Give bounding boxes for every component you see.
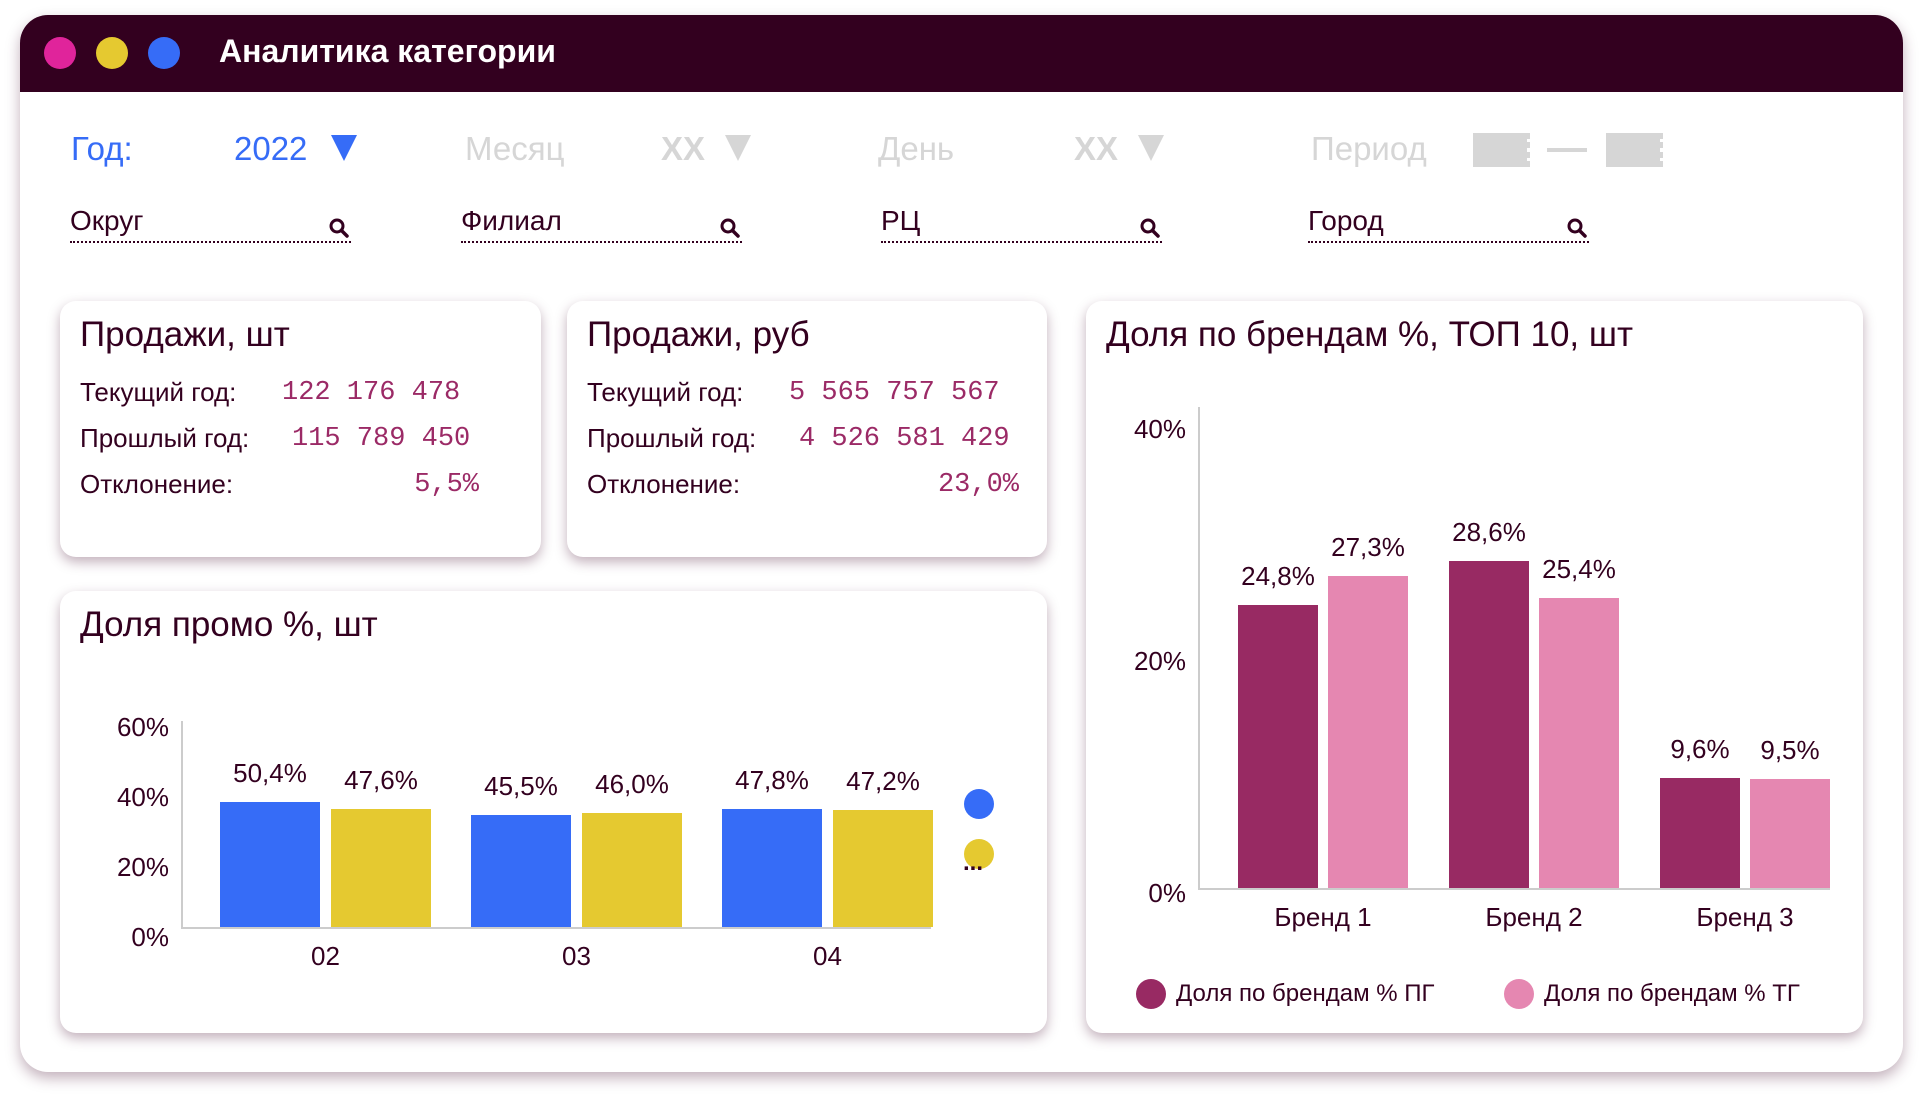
search-icon[interactable] bbox=[720, 213, 740, 238]
bar-Бренд 1-1[interactable] bbox=[1328, 576, 1408, 888]
sales-units-card: Продажи, шт Текущий год: 122 176 478 Про… bbox=[60, 301, 541, 557]
previous-year-label: Прошлый год: bbox=[587, 423, 757, 453]
previous-year-label: Прошлый год: bbox=[80, 423, 250, 453]
bar-04-0[interactable] bbox=[722, 808, 822, 927]
legend-dot-0-icon[interactable] bbox=[964, 789, 994, 819]
window-title: Аналитика категории bbox=[219, 33, 556, 69]
bar-02-0[interactable] bbox=[220, 802, 320, 927]
year-dropdown-icon[interactable] bbox=[331, 135, 357, 161]
bar-Бренд 1-0[interactable] bbox=[1238, 604, 1318, 888]
data-label: 9,5% bbox=[1760, 735, 1820, 766]
period-label: Период bbox=[1311, 130, 1427, 167]
month-dropdown-icon[interactable] bbox=[725, 135, 751, 161]
month-select[interactable]: XX bbox=[661, 130, 706, 167]
period-start-calendar-icon[interactable] bbox=[1473, 133, 1530, 167]
data-label: 47,2% bbox=[846, 766, 920, 797]
app-window: Аналитика категории Год: 2022 Месяц XX Д… bbox=[20, 15, 1903, 1072]
current-year-value: 5 565 757 567 bbox=[789, 378, 1000, 408]
search-input-0[interactable]: Округ bbox=[70, 205, 351, 243]
previous-year-value: 4 526 581 429 bbox=[799, 424, 1010, 454]
legend-dot-1-icon[interactable] bbox=[964, 839, 994, 869]
deviation-label: Отклонение: bbox=[587, 469, 741, 499]
y-tick-label: 40% bbox=[116, 782, 169, 812]
search-icon[interactable] bbox=[1567, 213, 1587, 238]
year-label: Год: bbox=[71, 130, 133, 167]
search-input-3[interactable]: Город bbox=[1308, 205, 1589, 243]
data-label: 25,4% bbox=[1542, 553, 1616, 584]
deviation-value: 23,0% bbox=[937, 470, 1019, 500]
minimize-dot-icon[interactable] bbox=[96, 37, 128, 69]
search-placeholder: Город bbox=[1308, 205, 1384, 236]
bar-Бренд 3-0[interactable] bbox=[1660, 778, 1740, 888]
day-label: День bbox=[878, 130, 955, 167]
sales-rub-card: Продажи, руб Текущий год: 5 565 757 567 … bbox=[567, 301, 1047, 557]
legend-dot-0-icon bbox=[1136, 979, 1166, 1009]
bar-Бренд 3-1[interactable] bbox=[1750, 779, 1830, 888]
search-icon[interactable] bbox=[329, 213, 349, 238]
y-tick-label: 60% bbox=[116, 712, 169, 742]
period-separator bbox=[1547, 148, 1587, 152]
y-tick-label: 0% bbox=[1148, 878, 1186, 908]
previous-year-value: 115 789 450 bbox=[292, 424, 471, 454]
current-year-label: Текущий год: bbox=[80, 377, 237, 407]
data-label: 47,6% bbox=[344, 765, 418, 796]
day-dropdown-icon[interactable] bbox=[1138, 135, 1164, 161]
promo-share-chart-card: Доля промо %, шт 0% 20% 40% 60% 50,4% 47,6% 02… bbox=[60, 591, 1047, 1033]
year-select[interactable]: 2022 bbox=[234, 130, 308, 167]
x-tick-label: 02 bbox=[311, 941, 340, 971]
bar-Бренд 2-0[interactable] bbox=[1449, 561, 1529, 888]
search-placeholder: Округ bbox=[70, 205, 144, 236]
chart-title: Доля промо %, шт bbox=[80, 605, 378, 644]
bar-03-0[interactable] bbox=[471, 814, 571, 927]
card-title: Продажи, шт bbox=[80, 315, 290, 354]
search-placeholder: Филиал bbox=[461, 205, 562, 236]
data-label: 27,3% bbox=[1331, 532, 1405, 563]
title-bar: Аналитика категории bbox=[20, 15, 1903, 92]
x-tick-label: 03 bbox=[562, 941, 591, 971]
bar-Бренд 2-1[interactable] bbox=[1539, 597, 1619, 888]
legend-label-1[interactable]: Доля по брендам % ТГ bbox=[1544, 980, 1800, 1007]
y-axis-line bbox=[1198, 407, 1200, 888]
bar-04-1[interactable] bbox=[833, 810, 933, 927]
data-label: 9,6% bbox=[1670, 734, 1730, 765]
bar-02-1[interactable] bbox=[331, 809, 431, 927]
month-label: Месяц bbox=[465, 130, 565, 167]
x-tick-label: 04 bbox=[813, 941, 842, 971]
legend-more-button[interactable]: ... bbox=[963, 849, 984, 876]
deviation-value: 5,5% bbox=[414, 470, 479, 500]
search-icon[interactable] bbox=[1140, 213, 1160, 238]
data-label: 47,8% bbox=[735, 764, 809, 795]
y-tick-label: 0% bbox=[131, 922, 169, 952]
y-tick-label: 20% bbox=[1133, 646, 1186, 676]
x-axis-line bbox=[181, 927, 931, 929]
data-label: 28,6% bbox=[1452, 517, 1526, 548]
maximize-dot-icon[interactable] bbox=[148, 37, 180, 69]
brand-share-chart-card: Доля по брендам %, ТОП 10, шт 0% 20% 40% 24… bbox=[1086, 301, 1863, 1033]
legend-label-0[interactable]: Доля по брендам % ПГ bbox=[1176, 980, 1435, 1007]
search-input-2[interactable]: РЦ bbox=[881, 205, 1162, 243]
data-label: 24,8% bbox=[1241, 560, 1315, 591]
x-axis-line bbox=[1198, 888, 1830, 890]
x-tick-label: Бренд 2 bbox=[1485, 902, 1583, 932]
bar-03-1[interactable] bbox=[582, 813, 682, 927]
data-label: 50,4% bbox=[233, 758, 307, 789]
current-year-label: Текущий год: bbox=[587, 377, 744, 407]
chart-title: Доля по брендам %, ТОП 10, шт bbox=[1106, 315, 1633, 354]
y-axis-line bbox=[181, 721, 183, 927]
data-label: 45,5% bbox=[484, 770, 558, 801]
data-label: 46,0% bbox=[595, 769, 669, 800]
y-tick-label: 40% bbox=[1133, 414, 1186, 444]
card-title: Продажи, руб bbox=[587, 315, 810, 354]
x-tick-label: Бренд 1 bbox=[1274, 902, 1372, 932]
x-tick-label: Бренд 3 bbox=[1696, 902, 1794, 932]
deviation-label: Отклонение: bbox=[80, 469, 234, 499]
close-dot-icon[interactable] bbox=[44, 37, 76, 69]
search-placeholder: РЦ bbox=[881, 205, 921, 236]
y-tick-label: 20% bbox=[116, 852, 169, 882]
current-year-value: 122 176 478 bbox=[282, 378, 461, 408]
period-end-calendar-icon[interactable] bbox=[1606, 133, 1663, 167]
legend-dot-1-icon bbox=[1504, 979, 1534, 1009]
day-select[interactable]: XX bbox=[1074, 130, 1119, 167]
search-input-1[interactable]: Филиал bbox=[461, 205, 742, 243]
